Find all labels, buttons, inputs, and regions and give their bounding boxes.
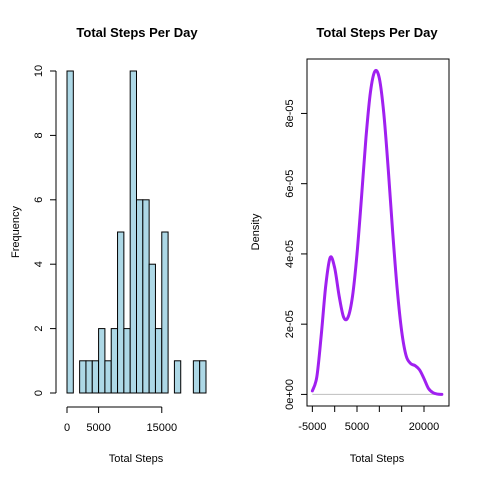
density-y-label: Density xyxy=(250,213,262,250)
density-y-tick-label: 8e-05 xyxy=(284,99,296,127)
histogram-bar xyxy=(129,70,138,394)
density-y-tick-label: 0e+00 xyxy=(284,379,296,410)
histogram-bar xyxy=(199,360,207,394)
histogram-panel: Total Steps Per Day Total Steps Frequenc… xyxy=(10,25,207,465)
histogram-y-axis: 0 2 4 6 8 10 xyxy=(33,65,57,396)
histogram-bars xyxy=(66,70,207,394)
histogram-x-tick-label: 5000 xyxy=(86,422,110,434)
density-y-tick-label: 4e-05 xyxy=(284,240,296,268)
histogram-y-tick-label: 2 xyxy=(33,326,45,332)
histogram-y-tick-label: 0 xyxy=(33,390,45,396)
histogram-bar xyxy=(91,360,100,394)
histogram-bar xyxy=(66,70,74,394)
histogram-bar xyxy=(148,263,156,394)
histogram-bar xyxy=(104,360,112,394)
density-panel: Total Steps Per Day Total Steps Density … xyxy=(250,25,450,465)
density-y-tick-label: 6e-05 xyxy=(284,170,296,198)
histogram-bar xyxy=(173,360,182,394)
histogram-bar xyxy=(123,328,131,394)
histogram-bar xyxy=(110,328,119,394)
density-x-tick-label: -5000 xyxy=(298,421,326,433)
histogram-x-axis: 0 5000 15000 xyxy=(64,406,177,434)
histogram-bar xyxy=(117,231,125,394)
histogram-title: Total Steps Per Day xyxy=(76,25,198,40)
density-plot-box xyxy=(306,58,450,407)
histogram-bar xyxy=(98,328,106,394)
histogram-bar xyxy=(161,231,169,394)
histogram-y-tick-label: 4 xyxy=(33,261,45,267)
histogram-bar xyxy=(136,199,144,394)
histogram-bar xyxy=(79,360,87,394)
density-y-tick-label: 2e-05 xyxy=(284,310,296,338)
density-x-label: Total Steps xyxy=(350,453,405,465)
histogram-y-tick-label: 10 xyxy=(33,65,45,77)
histogram-x-tick-label: 15000 xyxy=(146,422,177,434)
histogram-bar xyxy=(154,328,163,394)
histogram-y-label: Frequency xyxy=(10,206,22,258)
density-x-axis: -5000 5000 20000 xyxy=(298,406,439,433)
histogram-y-tick-label: 6 xyxy=(33,197,45,203)
density-x-tick-label: 20000 xyxy=(409,421,440,433)
density-title: Total Steps Per Day xyxy=(316,25,438,40)
density-x-tick-label: 5000 xyxy=(345,421,369,433)
density-y-axis: 0e+00 2e-05 4e-05 6e-05 8e-05 xyxy=(284,99,307,410)
histogram-bar xyxy=(142,199,150,394)
histogram-bar xyxy=(85,360,93,394)
histogram-x-label: Total Steps xyxy=(109,453,164,465)
histogram-y-tick-label: 8 xyxy=(33,132,45,138)
histogram-bar xyxy=(192,360,201,394)
density-curve xyxy=(310,68,444,396)
histogram-x-tick-label: 0 xyxy=(64,422,70,434)
